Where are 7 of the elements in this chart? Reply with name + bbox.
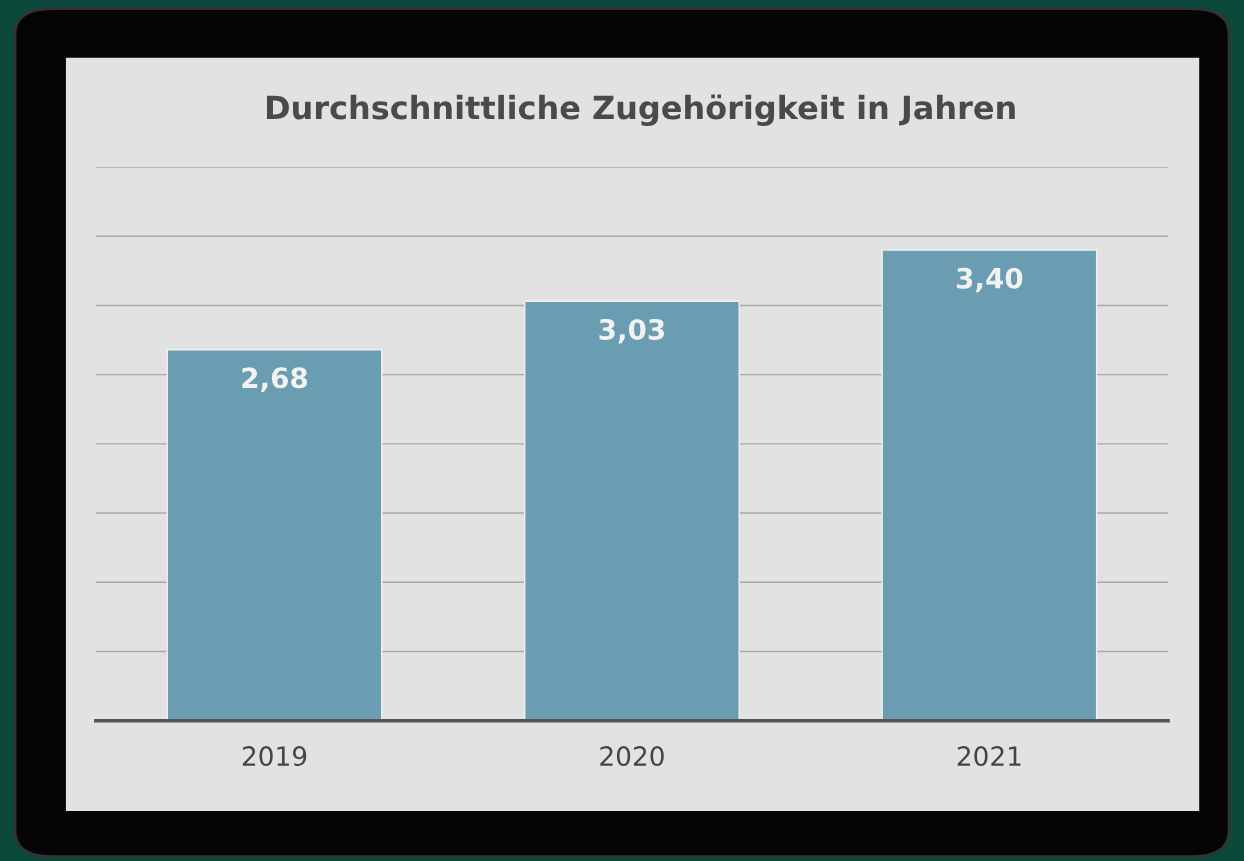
data-label: 3,40: [956, 267, 1023, 293]
x-tick-label: 2021: [957, 746, 1021, 767]
data-label: 3,03: [599, 318, 665, 344]
x-tick-label: 2019: [242, 746, 307, 767]
data-label: 2,68: [242, 367, 308, 392]
chart-title: Durchschnittliche Zugehörigkeit in Jahren: [266, 94, 1015, 127]
x-tick-label: 2020: [600, 746, 664, 767]
